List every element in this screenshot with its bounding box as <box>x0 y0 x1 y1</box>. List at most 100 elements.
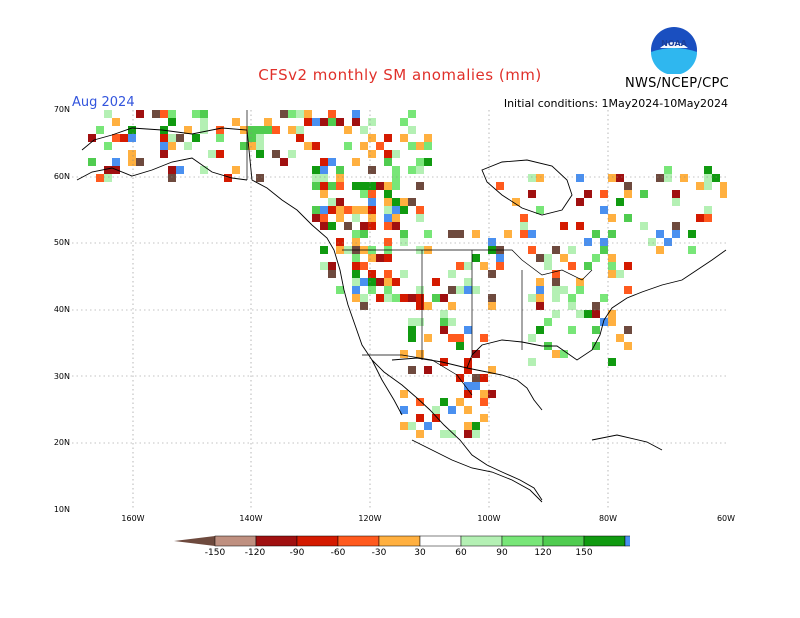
anomaly-cell <box>240 142 248 150</box>
anomaly-cell <box>384 222 392 230</box>
anomaly-cell <box>464 286 472 294</box>
anomaly-cell <box>608 230 616 238</box>
anomaly-cell <box>656 246 664 254</box>
anomaly-cell <box>712 174 720 182</box>
anomaly-cell <box>352 294 360 302</box>
anomaly-cell <box>392 182 400 190</box>
anomaly-cell <box>336 182 344 190</box>
anomaly-cell <box>616 198 624 206</box>
anomaly-cell <box>392 214 400 222</box>
anomaly-cell <box>576 198 584 206</box>
anomaly-cell <box>608 254 616 262</box>
anomaly-cell <box>360 230 368 238</box>
anomaly-cell <box>352 262 360 270</box>
anomaly-cell <box>360 142 368 150</box>
anomaly-cell <box>568 302 576 310</box>
anomaly-cell <box>112 158 120 166</box>
anomaly-cell <box>280 110 288 118</box>
anomaly-cell <box>416 294 424 302</box>
anomaly-cell <box>360 294 368 302</box>
anomaly-cell <box>352 254 360 262</box>
colorbar <box>174 535 630 547</box>
anomaly-cell <box>176 134 184 142</box>
anomaly-cell <box>408 294 416 302</box>
anomaly-cell <box>392 206 400 214</box>
anomaly-cell <box>416 414 424 422</box>
anomaly-cell <box>320 190 328 198</box>
anomaly-cell <box>328 118 336 126</box>
anomaly-cell <box>400 406 408 414</box>
anomaly-cell <box>320 174 328 182</box>
anomaly-cell <box>336 206 344 214</box>
anomaly-cell <box>456 374 464 382</box>
anomaly-cell <box>416 142 424 150</box>
anomaly-cell <box>112 134 120 142</box>
anomaly-cell <box>272 126 280 134</box>
anomaly-cell <box>472 254 480 262</box>
anomaly-cell <box>440 430 448 438</box>
anomaly-cell <box>528 230 536 238</box>
anomaly-cell <box>184 142 192 150</box>
anomaly-cell <box>704 182 712 190</box>
anomaly-cell <box>392 198 400 206</box>
lon-label: 140W <box>239 514 263 523</box>
anomaly-cell <box>392 174 400 182</box>
anomaly-cell <box>400 230 408 238</box>
anomaly-cell <box>528 246 536 254</box>
anomaly-cell <box>688 246 696 254</box>
anomaly-cell <box>480 374 488 382</box>
anomaly-cell <box>528 190 536 198</box>
colorbar-label: -90 <box>289 548 305 558</box>
anomaly-cell <box>384 206 392 214</box>
anomaly-cell <box>168 118 176 126</box>
anomaly-cell <box>200 126 208 134</box>
anomaly-cell <box>424 366 432 374</box>
anomaly-cell <box>528 334 536 342</box>
anomaly-cell <box>520 230 528 238</box>
anomaly-cell <box>432 278 440 286</box>
anomaly-cell <box>488 302 496 310</box>
anomaly-cell <box>336 238 344 246</box>
anomaly-cell <box>672 222 680 230</box>
anomaly-cell <box>584 310 592 318</box>
colorbar-arrow-left <box>174 536 215 546</box>
anomaly-cell <box>600 206 608 214</box>
anomaly-cell <box>352 158 360 166</box>
anomaly-cell <box>536 286 544 294</box>
anomaly-cell <box>360 278 368 286</box>
anomaly-cell <box>552 270 560 278</box>
anomaly-cell <box>416 318 424 326</box>
anomaly-cell <box>368 190 376 198</box>
anomaly-cell <box>472 430 480 438</box>
anomaly-cell <box>536 302 544 310</box>
anomaly-cell <box>600 246 608 254</box>
anomaly-cell <box>336 246 344 254</box>
anomaly-cell <box>560 222 568 230</box>
anomaly-cell <box>480 414 488 422</box>
anomaly-cell <box>504 230 512 238</box>
anomaly-cell <box>424 134 432 142</box>
anomaly-cell <box>448 406 456 414</box>
anomaly-cell <box>704 206 712 214</box>
anomaly-cell <box>384 182 392 190</box>
anomaly-cell <box>440 310 448 318</box>
anomaly-cell <box>464 430 472 438</box>
anomaly-cell <box>384 190 392 198</box>
anomaly-cell <box>200 110 208 118</box>
anomaly-cell <box>328 198 336 206</box>
anomaly-cell <box>272 150 280 158</box>
anomaly-cell <box>488 270 496 278</box>
anomaly-cell <box>600 190 608 198</box>
anomaly-cell <box>672 230 680 238</box>
anomaly-cell <box>400 134 408 142</box>
forecast-month: Aug 2024 <box>72 95 135 110</box>
anomaly-cell <box>264 118 272 126</box>
anomaly-cell <box>608 358 616 366</box>
anomaly-cell <box>608 262 616 270</box>
anomaly-cell <box>608 270 616 278</box>
anomaly-cell <box>384 198 392 206</box>
anomaly-cell <box>464 262 472 270</box>
anomaly-cell <box>328 206 336 214</box>
lat-label: 70N <box>53 105 70 114</box>
anomaly-cell <box>656 230 664 238</box>
